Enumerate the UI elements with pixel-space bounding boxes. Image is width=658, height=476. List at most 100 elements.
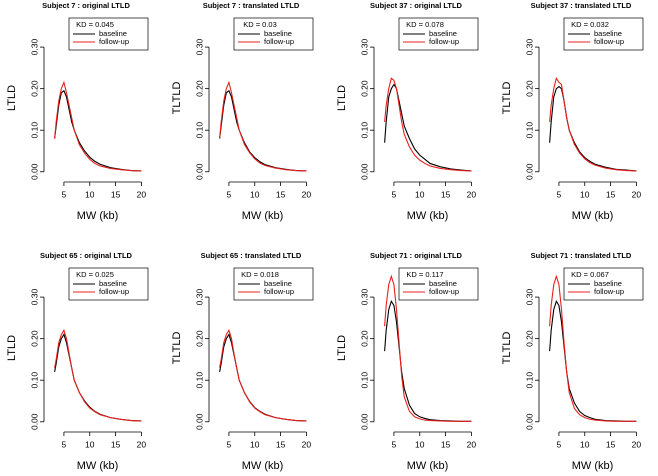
annotation: KD = 0.067 bbox=[571, 270, 609, 279]
y-tick-label: 0.10 bbox=[29, 372, 39, 389]
panel-title: Subject 71 : original LTLD bbox=[370, 251, 463, 260]
y-tick-label: 0.00 bbox=[194, 163, 204, 180]
x-tick-label: 15 bbox=[441, 189, 451, 199]
y-tick-label: 0.00 bbox=[29, 413, 39, 430]
y-tick-label: 0.10 bbox=[524, 122, 534, 139]
y-tick-label: 0.20 bbox=[359, 330, 369, 347]
annotation: KD = 0.025 bbox=[76, 270, 114, 279]
x-tick-label: 20 bbox=[137, 189, 147, 199]
x-tick-label: 20 bbox=[467, 189, 477, 199]
legend-label: baseline bbox=[594, 29, 622, 38]
panel-title: Subject 37 : translated LTLD bbox=[531, 1, 632, 10]
x-tick-label: 15 bbox=[111, 439, 121, 449]
legend-label: follow-up bbox=[594, 287, 624, 296]
y-tick-label: 0.30 bbox=[359, 289, 369, 306]
annotation: KD = 0.018 bbox=[241, 270, 279, 279]
y-axis-label: LTLD bbox=[6, 85, 18, 111]
x-tick-label: 10 bbox=[580, 189, 590, 199]
y-axis-label: TLTLD bbox=[501, 332, 513, 365]
y-tick-label: 0.30 bbox=[194, 39, 204, 56]
y-axis-label: LTLD bbox=[336, 335, 348, 361]
legend-label: follow-up bbox=[99, 37, 129, 46]
x-tick-label: 5 bbox=[62, 439, 67, 449]
x-tick-label: 15 bbox=[606, 439, 616, 449]
panel: Subject 7 : translated LTLD 0.00 0.10 0.20 0… bbox=[171, 1, 314, 222]
y-tick-label: 0.00 bbox=[194, 413, 204, 430]
y-tick-label: 0.00 bbox=[524, 163, 534, 180]
x-tick-label: 5 bbox=[227, 439, 232, 449]
y-tick-label: 0.30 bbox=[29, 289, 39, 306]
x-axis-label: MW (kb) bbox=[407, 460, 449, 472]
y-tick-label: 0.10 bbox=[194, 122, 204, 139]
x-tick-label: 5 bbox=[392, 189, 397, 199]
x-axis-label: MW (kb) bbox=[572, 210, 614, 222]
series-line bbox=[219, 89, 307, 172]
x-tick-label: 10 bbox=[415, 439, 425, 449]
panel-title: Subject 37 : original LTLD bbox=[370, 1, 463, 10]
series-line bbox=[549, 85, 637, 172]
y-axis-label: TLTLD bbox=[171, 332, 183, 365]
legend-label: baseline bbox=[594, 279, 622, 288]
panel-title: Subject 65 : translated LTLD bbox=[201, 251, 302, 260]
x-tick-label: 10 bbox=[250, 189, 260, 199]
y-tick-label: 0.30 bbox=[524, 289, 534, 306]
panel-title: Subject 71 : translated LTLD bbox=[531, 251, 632, 260]
x-tick-label: 5 bbox=[62, 189, 67, 199]
y-axis-label: TLTLD bbox=[171, 82, 183, 115]
y-tick-label: 0.20 bbox=[194, 80, 204, 97]
x-axis-label: MW (kb) bbox=[242, 210, 284, 222]
x-tick-label: 20 bbox=[302, 189, 312, 199]
x-tick-label: 15 bbox=[276, 439, 286, 449]
y-tick-label: 0.00 bbox=[29, 163, 39, 180]
annotation: KD = 0.03 bbox=[243, 20, 277, 29]
x-tick-label: 15 bbox=[276, 189, 286, 199]
panel: Subject 65 : original LTLD 0.00 0.10 0.20 0.… bbox=[6, 251, 149, 472]
legend-box bbox=[68, 17, 149, 51]
panel-title: Subject 7 : translated LTLD bbox=[203, 1, 300, 10]
y-axis-label: TLTLD bbox=[501, 82, 513, 115]
x-axis-label: MW (kb) bbox=[572, 460, 614, 472]
panel: Subject 71 : original LTLD 0.00 0.10 0.20 0.… bbox=[336, 251, 479, 472]
legend-label: baseline bbox=[264, 29, 292, 38]
y-tick-label: 0.00 bbox=[524, 413, 534, 430]
y-tick-label: 0.10 bbox=[29, 122, 39, 139]
panel: Subject 71 : translated LTLD 0.00 0.10 0.20… bbox=[501, 251, 644, 472]
y-tick-label: 0.20 bbox=[29, 80, 39, 97]
y-tick-label: 0.10 bbox=[194, 372, 204, 389]
y-tick-label: 0.30 bbox=[359, 39, 369, 56]
x-axis-label: MW (kb) bbox=[242, 460, 284, 472]
x-tick-label: 10 bbox=[250, 439, 260, 449]
series-line bbox=[384, 274, 472, 422]
legend-label: follow-up bbox=[264, 37, 294, 46]
x-tick-label: 20 bbox=[632, 439, 642, 449]
y-tick-label: 0.20 bbox=[359, 80, 369, 97]
legend-label: follow-up bbox=[99, 287, 129, 296]
x-tick-label: 10 bbox=[580, 439, 590, 449]
series-line bbox=[219, 80, 307, 172]
y-axis-label: LTLD bbox=[6, 335, 18, 361]
panel: Subject 7 : original LTLD 0.00 0.10 0.20 0.3… bbox=[6, 1, 149, 222]
series-line bbox=[549, 76, 637, 172]
y-tick-label: 0.20 bbox=[524, 330, 534, 347]
x-tick-label: 5 bbox=[557, 189, 562, 199]
x-tick-label: 10 bbox=[85, 189, 95, 199]
x-tick-label: 10 bbox=[415, 189, 425, 199]
x-tick-label: 10 bbox=[85, 439, 95, 449]
legend-box bbox=[563, 267, 644, 301]
y-tick-label: 0.10 bbox=[359, 372, 369, 389]
y-tick-label: 0.30 bbox=[194, 289, 204, 306]
x-tick-label: 5 bbox=[392, 439, 397, 449]
series-line bbox=[549, 274, 637, 422]
legend-label: follow-up bbox=[429, 37, 459, 46]
x-axis-label: MW (kb) bbox=[77, 460, 119, 472]
legend-label: baseline bbox=[429, 279, 457, 288]
x-axis-label: MW (kb) bbox=[407, 210, 449, 222]
legend-label: baseline bbox=[99, 279, 127, 288]
x-tick-label: 20 bbox=[467, 439, 477, 449]
series-line bbox=[54, 89, 142, 172]
series-line bbox=[54, 80, 142, 172]
series-line bbox=[219, 329, 307, 422]
legend-label: follow-up bbox=[429, 287, 459, 296]
y-tick-label: 0.00 bbox=[359, 163, 369, 180]
